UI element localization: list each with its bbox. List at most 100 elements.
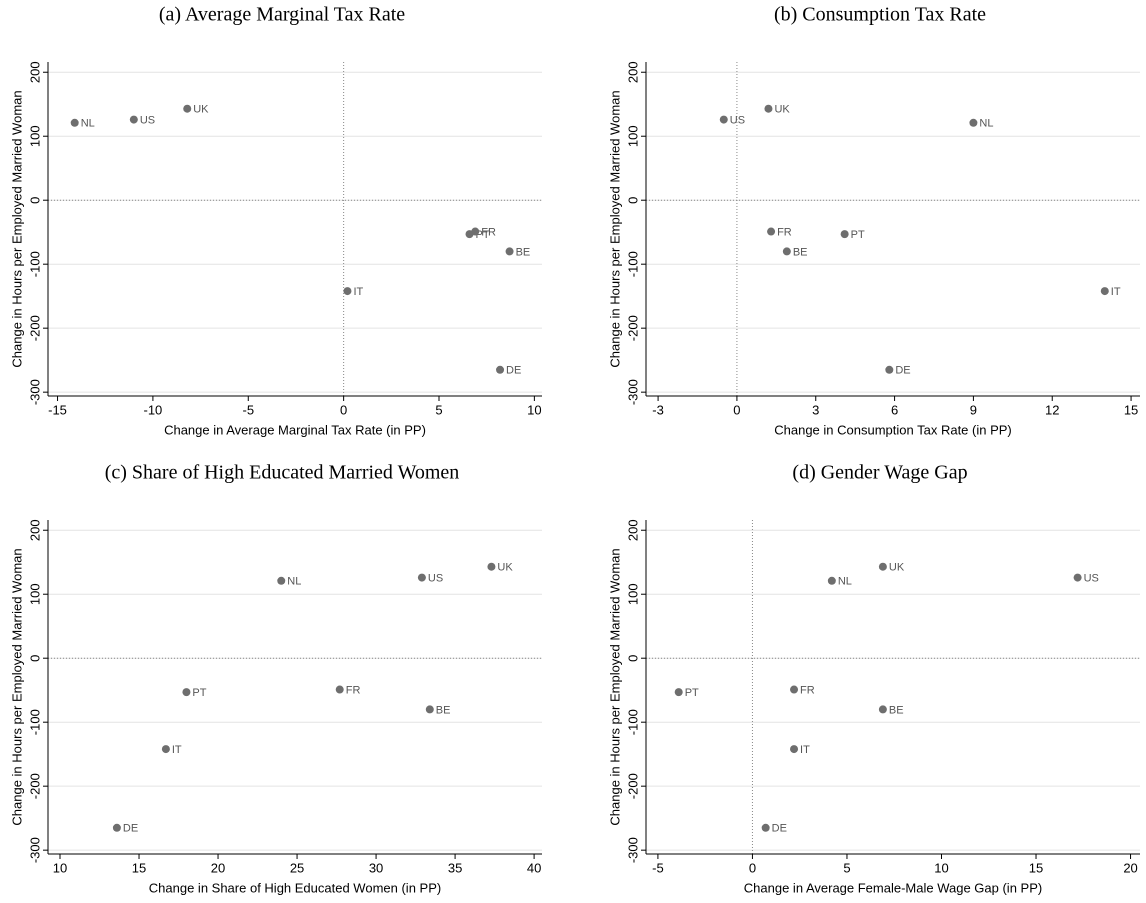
point-label: IT bbox=[353, 286, 363, 298]
y-tick-label: -100 bbox=[625, 251, 640, 277]
y-tick-label: -300 bbox=[625, 379, 640, 405]
x-axis-label: Change in Consumption Tax Rate (in PP) bbox=[774, 422, 1012, 437]
x-tick-label: 3 bbox=[812, 402, 819, 417]
y-tick-label: 0 bbox=[27, 197, 42, 204]
point bbox=[1073, 573, 1082, 582]
panel: (a) Average Marginal Tax Rate -300 -200 -10… bbox=[9, 4, 542, 437]
x-tick-label: 20 bbox=[211, 860, 225, 875]
point-label: NL bbox=[81, 118, 95, 130]
y-tick-label: 100 bbox=[625, 583, 640, 605]
point bbox=[505, 247, 514, 256]
panel-title: (c) Share of High Educated Married Women bbox=[105, 462, 460, 484]
y-tick-label: 200 bbox=[625, 519, 640, 541]
x-tick-label: -5 bbox=[652, 860, 664, 875]
x-tick-label: 15 bbox=[1029, 860, 1043, 875]
point bbox=[417, 573, 426, 582]
x-axis-label: Change in Average Marginal Tax Rate (in … bbox=[164, 422, 426, 437]
y-tick-label: 0 bbox=[27, 655, 42, 662]
point bbox=[471, 227, 480, 236]
y-axis-label: Change in Hours per Employed Married Wom… bbox=[607, 90, 622, 367]
point-label: BE bbox=[436, 704, 451, 716]
y-tick-label: 100 bbox=[27, 583, 42, 605]
y-tick-label: -100 bbox=[625, 709, 640, 735]
x-tick-label: 5 bbox=[435, 402, 442, 417]
point-label: IT bbox=[1111, 286, 1121, 298]
point bbox=[840, 230, 849, 239]
point bbox=[70, 118, 79, 127]
x-tick-label: 6 bbox=[891, 402, 898, 417]
x-tick-label: 10 bbox=[53, 860, 67, 875]
x-tick-label: -15 bbox=[48, 402, 67, 417]
point-label: US bbox=[428, 572, 443, 584]
point bbox=[496, 365, 505, 374]
x-axis-label: Change in Average Female-Male Wage Gap (… bbox=[744, 880, 1042, 895]
point bbox=[767, 227, 776, 236]
point bbox=[183, 104, 192, 113]
point-label: IT bbox=[800, 744, 810, 756]
point-label: BE bbox=[793, 246, 808, 258]
point-label: NL bbox=[287, 576, 301, 588]
x-tick-label: 40 bbox=[527, 860, 541, 875]
point-label: BE bbox=[516, 246, 531, 258]
point-label: BE bbox=[889, 704, 904, 716]
y-tick-label: 0 bbox=[625, 655, 640, 662]
y-tick-label: 200 bbox=[625, 61, 640, 83]
point-label: DE bbox=[772, 823, 787, 835]
x-tick-label: 5 bbox=[843, 860, 850, 875]
y-tick-label: -100 bbox=[27, 251, 42, 277]
y-tick-label: -200 bbox=[27, 315, 42, 341]
point bbox=[761, 823, 770, 832]
x-tick-label: -3 bbox=[652, 402, 664, 417]
point bbox=[719, 115, 728, 124]
y-tick-label: -200 bbox=[625, 315, 640, 341]
x-tick-label: 25 bbox=[290, 860, 304, 875]
point bbox=[790, 745, 799, 754]
point bbox=[674, 688, 683, 697]
panel: (c) Share of High Educated Married Women… bbox=[9, 462, 542, 895]
y-tick-label: 200 bbox=[27, 61, 42, 83]
x-tick-label: 10 bbox=[527, 402, 541, 417]
point bbox=[161, 745, 170, 754]
point-label: DE bbox=[895, 365, 910, 377]
x-tick-label: -10 bbox=[144, 402, 163, 417]
point bbox=[277, 576, 286, 585]
x-tick-label: 12 bbox=[1045, 402, 1059, 417]
y-tick-label: 100 bbox=[27, 125, 42, 147]
x-tick-label: 10 bbox=[934, 860, 948, 875]
y-tick-label: -200 bbox=[27, 773, 42, 799]
y-axis-label: Change in Hours per Employed Married Wom… bbox=[9, 90, 24, 367]
panel: (d) Gender Wage Gap -300 -200 -100 0 100 200 -5… bbox=[607, 462, 1140, 895]
y-tick-label: -100 bbox=[27, 709, 42, 735]
x-tick-label: 35 bbox=[448, 860, 462, 875]
point-label: DE bbox=[123, 823, 138, 835]
x-tick-label: -5 bbox=[242, 402, 254, 417]
point bbox=[790, 685, 799, 694]
y-axis-label: Change in Hours per Employed Married Wom… bbox=[607, 548, 622, 825]
x-tick-label: 30 bbox=[369, 860, 383, 875]
point-label: PT bbox=[685, 687, 699, 699]
point-label: US bbox=[140, 114, 155, 126]
point bbox=[487, 562, 496, 571]
y-tick-label: -200 bbox=[625, 773, 640, 799]
panel: (b) Consumption Tax Rate -300 -200 -100 0 100… bbox=[607, 4, 1140, 437]
point-label: UK bbox=[774, 104, 790, 116]
y-tick-label: 100 bbox=[625, 125, 640, 147]
y-axis-label: Change in Hours per Employed Married Wom… bbox=[9, 548, 24, 825]
y-tick-label: 0 bbox=[625, 197, 640, 204]
x-tick-label: 0 bbox=[340, 402, 347, 417]
point-label: UK bbox=[193, 104, 209, 116]
point-label: FR bbox=[777, 226, 792, 238]
y-tick-label: 200 bbox=[27, 519, 42, 541]
x-tick-label: 0 bbox=[733, 402, 740, 417]
panel-title: (d) Gender Wage Gap bbox=[792, 462, 967, 484]
point-label: PT bbox=[851, 229, 865, 241]
point-label: FR bbox=[346, 684, 361, 696]
point-label: FR bbox=[800, 684, 815, 696]
point-label: DE bbox=[506, 365, 521, 377]
point-label: IT bbox=[172, 744, 182, 756]
y-tick-label: -300 bbox=[625, 837, 640, 863]
point bbox=[885, 365, 894, 374]
y-tick-label: -300 bbox=[27, 379, 42, 405]
point-label: UK bbox=[889, 562, 905, 574]
